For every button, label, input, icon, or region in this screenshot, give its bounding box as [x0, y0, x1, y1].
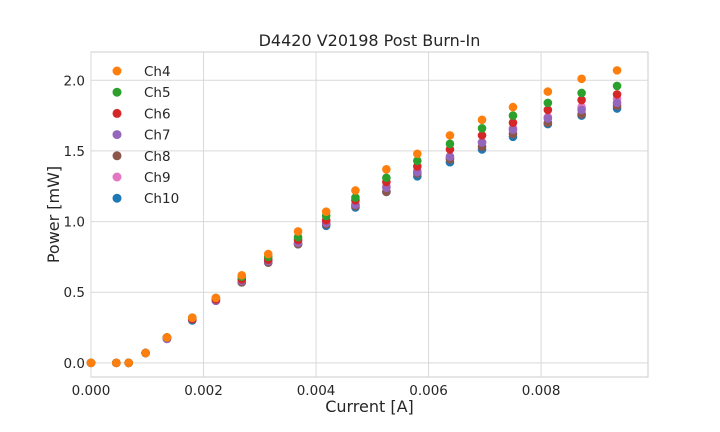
legend-label: Ch5: [144, 85, 171, 101]
x-tick-label: 0.002: [184, 383, 223, 399]
legend-marker: [112, 193, 122, 203]
data-point: [612, 90, 622, 99]
x-tick-label: 0.000: [72, 383, 111, 399]
x-tick-label: 0.006: [409, 383, 448, 399]
y-tick-label: 0.5: [64, 285, 85, 301]
data-point: [577, 105, 586, 115]
chart-title: D4420 V20198 Post Burn-In: [259, 31, 481, 50]
legend-label: Ch6: [144, 106, 171, 122]
data-point: [445, 139, 455, 149]
x-tick-label: 0.004: [297, 383, 336, 399]
legend-label: Ch10: [144, 191, 179, 207]
x-tick-labels: 0.000 0.002 0.004 0.006 0.008: [72, 383, 561, 399]
x-tick-label: 0.008: [522, 383, 561, 399]
data-point: [413, 149, 422, 159]
legend-marker: [112, 130, 122, 140]
data-point: [162, 333, 172, 342]
legend-marker: [112, 108, 122, 118]
data-point: [187, 313, 197, 322]
data-point: [508, 125, 518, 135]
data-point: [351, 186, 360, 195]
data-point: [543, 98, 553, 108]
data-point: [445, 131, 455, 140]
data-point: [577, 88, 586, 98]
data-point: [508, 118, 518, 127]
data-point: [543, 105, 553, 115]
legend-marker: [112, 172, 122, 182]
data-point: [612, 81, 622, 91]
data-point: [577, 74, 586, 84]
data-point: [211, 293, 221, 303]
data-point: [141, 348, 150, 358]
grid-lines: [90, 52, 648, 377]
data-point: [577, 95, 586, 105]
x-axis-label: Current [A]: [325, 397, 414, 416]
legend-marker: [112, 151, 122, 161]
y-tick-label: 1.0: [64, 215, 85, 231]
data-point: [612, 66, 622, 75]
data-point: [477, 131, 487, 140]
y-axis-label: Power [mW]: [44, 166, 63, 263]
y-tick-label: 0.0: [64, 356, 85, 372]
legend-label: Ch8: [144, 149, 171, 165]
legend: Ch4 Ch5 Ch6 Ch7 Ch8 Ch9 Ch10: [112, 64, 179, 207]
data-point: [237, 270, 247, 280]
data-point: [508, 102, 518, 112]
data-point: [508, 111, 518, 120]
data-point: [612, 98, 622, 108]
data-point: [445, 152, 455, 161]
data-point: [413, 156, 422, 166]
y-tick-labels: 0.0 0.5 1.0 1.5 2.0: [64, 73, 85, 372]
data-points: [86, 66, 622, 368]
data-point: [477, 124, 487, 133]
data-point: [477, 115, 487, 125]
series-ch4: [86, 66, 622, 368]
data-point: [321, 207, 331, 216]
data-point: [86, 358, 96, 368]
legend-marker: [112, 87, 122, 97]
data-point: [543, 114, 553, 123]
legend-label: Ch4: [144, 64, 171, 80]
legend-label: Ch9: [144, 170, 171, 186]
data-point: [293, 227, 303, 236]
data-point: [382, 173, 391, 183]
data-point: [477, 138, 487, 147]
data-point: [124, 358, 133, 368]
legend-marker: [112, 66, 122, 76]
data-point: [263, 249, 273, 259]
y-tick-label: 1.5: [64, 144, 85, 160]
y-tick-label: 2.0: [64, 73, 85, 89]
data-point: [543, 87, 553, 96]
legend-label: Ch7: [144, 128, 171, 144]
data-point: [382, 164, 391, 174]
plot-background: [90, 51, 649, 378]
data-point: [112, 358, 121, 368]
data-point: [351, 193, 360, 202]
